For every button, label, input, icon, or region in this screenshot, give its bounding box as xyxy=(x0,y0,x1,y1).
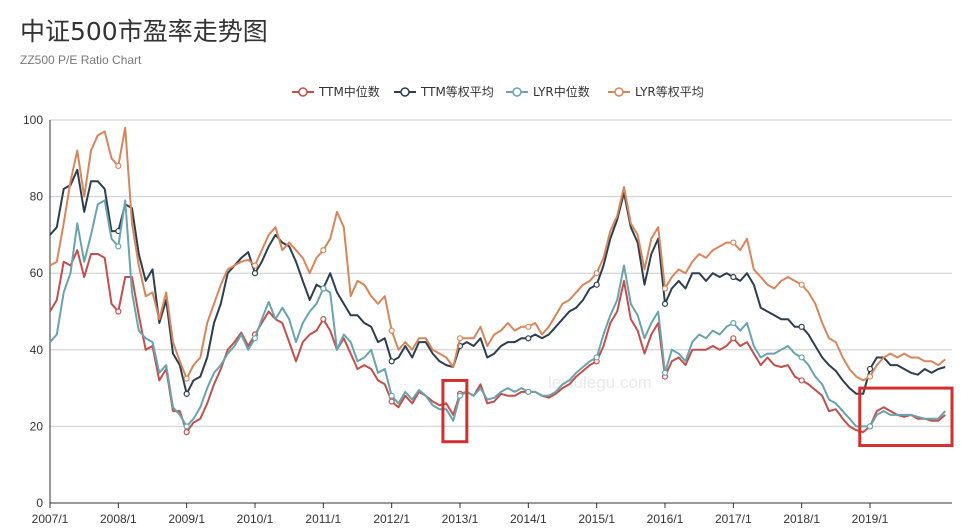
data-point xyxy=(115,308,122,315)
series-line-0 xyxy=(49,249,946,434)
data-point xyxy=(525,323,532,330)
series-line-1 xyxy=(49,168,946,395)
x-tick-label: 2016/1 xyxy=(647,512,684,526)
data-point xyxy=(456,335,464,342)
legend-swatch-marker xyxy=(614,87,624,97)
x-tick-label: 2017/1 xyxy=(715,512,752,526)
data-point xyxy=(320,316,327,323)
data-point xyxy=(388,398,395,405)
highlight-box-1 xyxy=(858,386,954,448)
legend-item-3: LYR等权平均 xyxy=(608,85,704,99)
data-point xyxy=(183,375,190,382)
data-point xyxy=(798,281,805,288)
chart-legend: TTM中位数 TTM等权平均 LYR中位数 LYR等权平均 xyxy=(292,84,704,99)
data-point xyxy=(183,423,190,430)
x-tick-label: 2010/1 xyxy=(237,512,274,526)
data-point xyxy=(661,285,669,292)
data-point xyxy=(456,392,464,399)
legend-label: LYR中位数 xyxy=(533,84,590,99)
data-point xyxy=(798,323,805,330)
series-layer xyxy=(49,126,946,436)
data-point xyxy=(661,300,669,307)
x-tick-label: 2018/1 xyxy=(783,512,820,526)
x-tick-label: 2019/1 xyxy=(852,512,889,526)
data-point xyxy=(730,273,737,281)
data-point xyxy=(866,423,874,430)
legend-swatch-marker xyxy=(512,87,522,97)
y-tick-label: 0 xyxy=(36,496,43,510)
page-subtitle: ZZ500 P/E Ratio Chart xyxy=(20,53,142,67)
series-line-3 xyxy=(49,126,946,382)
data-point xyxy=(320,285,327,292)
data-point xyxy=(388,327,395,334)
data-point xyxy=(183,429,190,436)
data-point xyxy=(798,354,805,361)
legend-label: TTM中位数 xyxy=(318,84,380,99)
watermark: lexiulegu.com xyxy=(548,373,652,392)
y-tick-label: 100 xyxy=(23,113,43,127)
data-point xyxy=(730,319,737,327)
data-point xyxy=(251,335,259,342)
data-point xyxy=(388,358,395,365)
legend-swatch-marker xyxy=(298,87,308,97)
x-tick-label: 2009/1 xyxy=(168,512,205,526)
data-point xyxy=(251,262,259,269)
data-point xyxy=(730,239,737,246)
legend-item-1: TTM等权平均 xyxy=(394,85,494,99)
series-line-2 xyxy=(49,199,946,428)
data-point xyxy=(525,388,532,396)
page-title: 中证500市盈率走势图 xyxy=(20,17,268,46)
axes: 0 20 40 60 80 100 2007/1 2008/1 2009/1 2010/1 2011… xyxy=(23,113,952,526)
x-tick-label: 2011/1 xyxy=(305,512,341,526)
data-point xyxy=(798,377,805,384)
data-point xyxy=(115,243,122,250)
highlight-box-0 xyxy=(441,378,469,444)
x-tick-label: 2015/1 xyxy=(578,512,615,526)
data-point xyxy=(730,335,737,342)
x-tick-label: 2014/1 xyxy=(510,512,547,526)
data-point xyxy=(593,270,600,277)
x-tick-label: 2008/1 xyxy=(100,512,137,526)
gridlines xyxy=(50,119,952,427)
data-point xyxy=(115,162,122,170)
data-point xyxy=(251,270,259,277)
y-tick-label: 60 xyxy=(30,266,44,280)
data-point xyxy=(525,335,532,342)
data-point xyxy=(593,354,600,361)
legend-item-2: LYR中位数 xyxy=(506,84,590,99)
y-tick-label: 20 xyxy=(30,419,44,433)
x-tick-label: 2007/1 xyxy=(32,512,69,526)
data-point xyxy=(866,373,874,380)
y-tick-label: 40 xyxy=(30,343,44,357)
highlight-layer xyxy=(441,378,954,448)
data-point xyxy=(320,247,327,254)
data-point xyxy=(593,281,600,288)
legend-label: LYR等权平均 xyxy=(635,85,704,99)
data-point xyxy=(661,369,669,376)
data-point xyxy=(183,390,190,397)
legend-item-0: TTM中位数 xyxy=(292,84,380,99)
legend-label: TTM等权平均 xyxy=(420,85,494,99)
y-tick-label: 80 xyxy=(30,190,44,204)
legend-swatch-marker xyxy=(400,87,410,97)
x-tick-label: 2012/1 xyxy=(373,512,410,526)
x-tick-label: 2013/1 xyxy=(442,512,479,526)
data-point xyxy=(388,392,395,399)
data-point xyxy=(866,365,874,373)
